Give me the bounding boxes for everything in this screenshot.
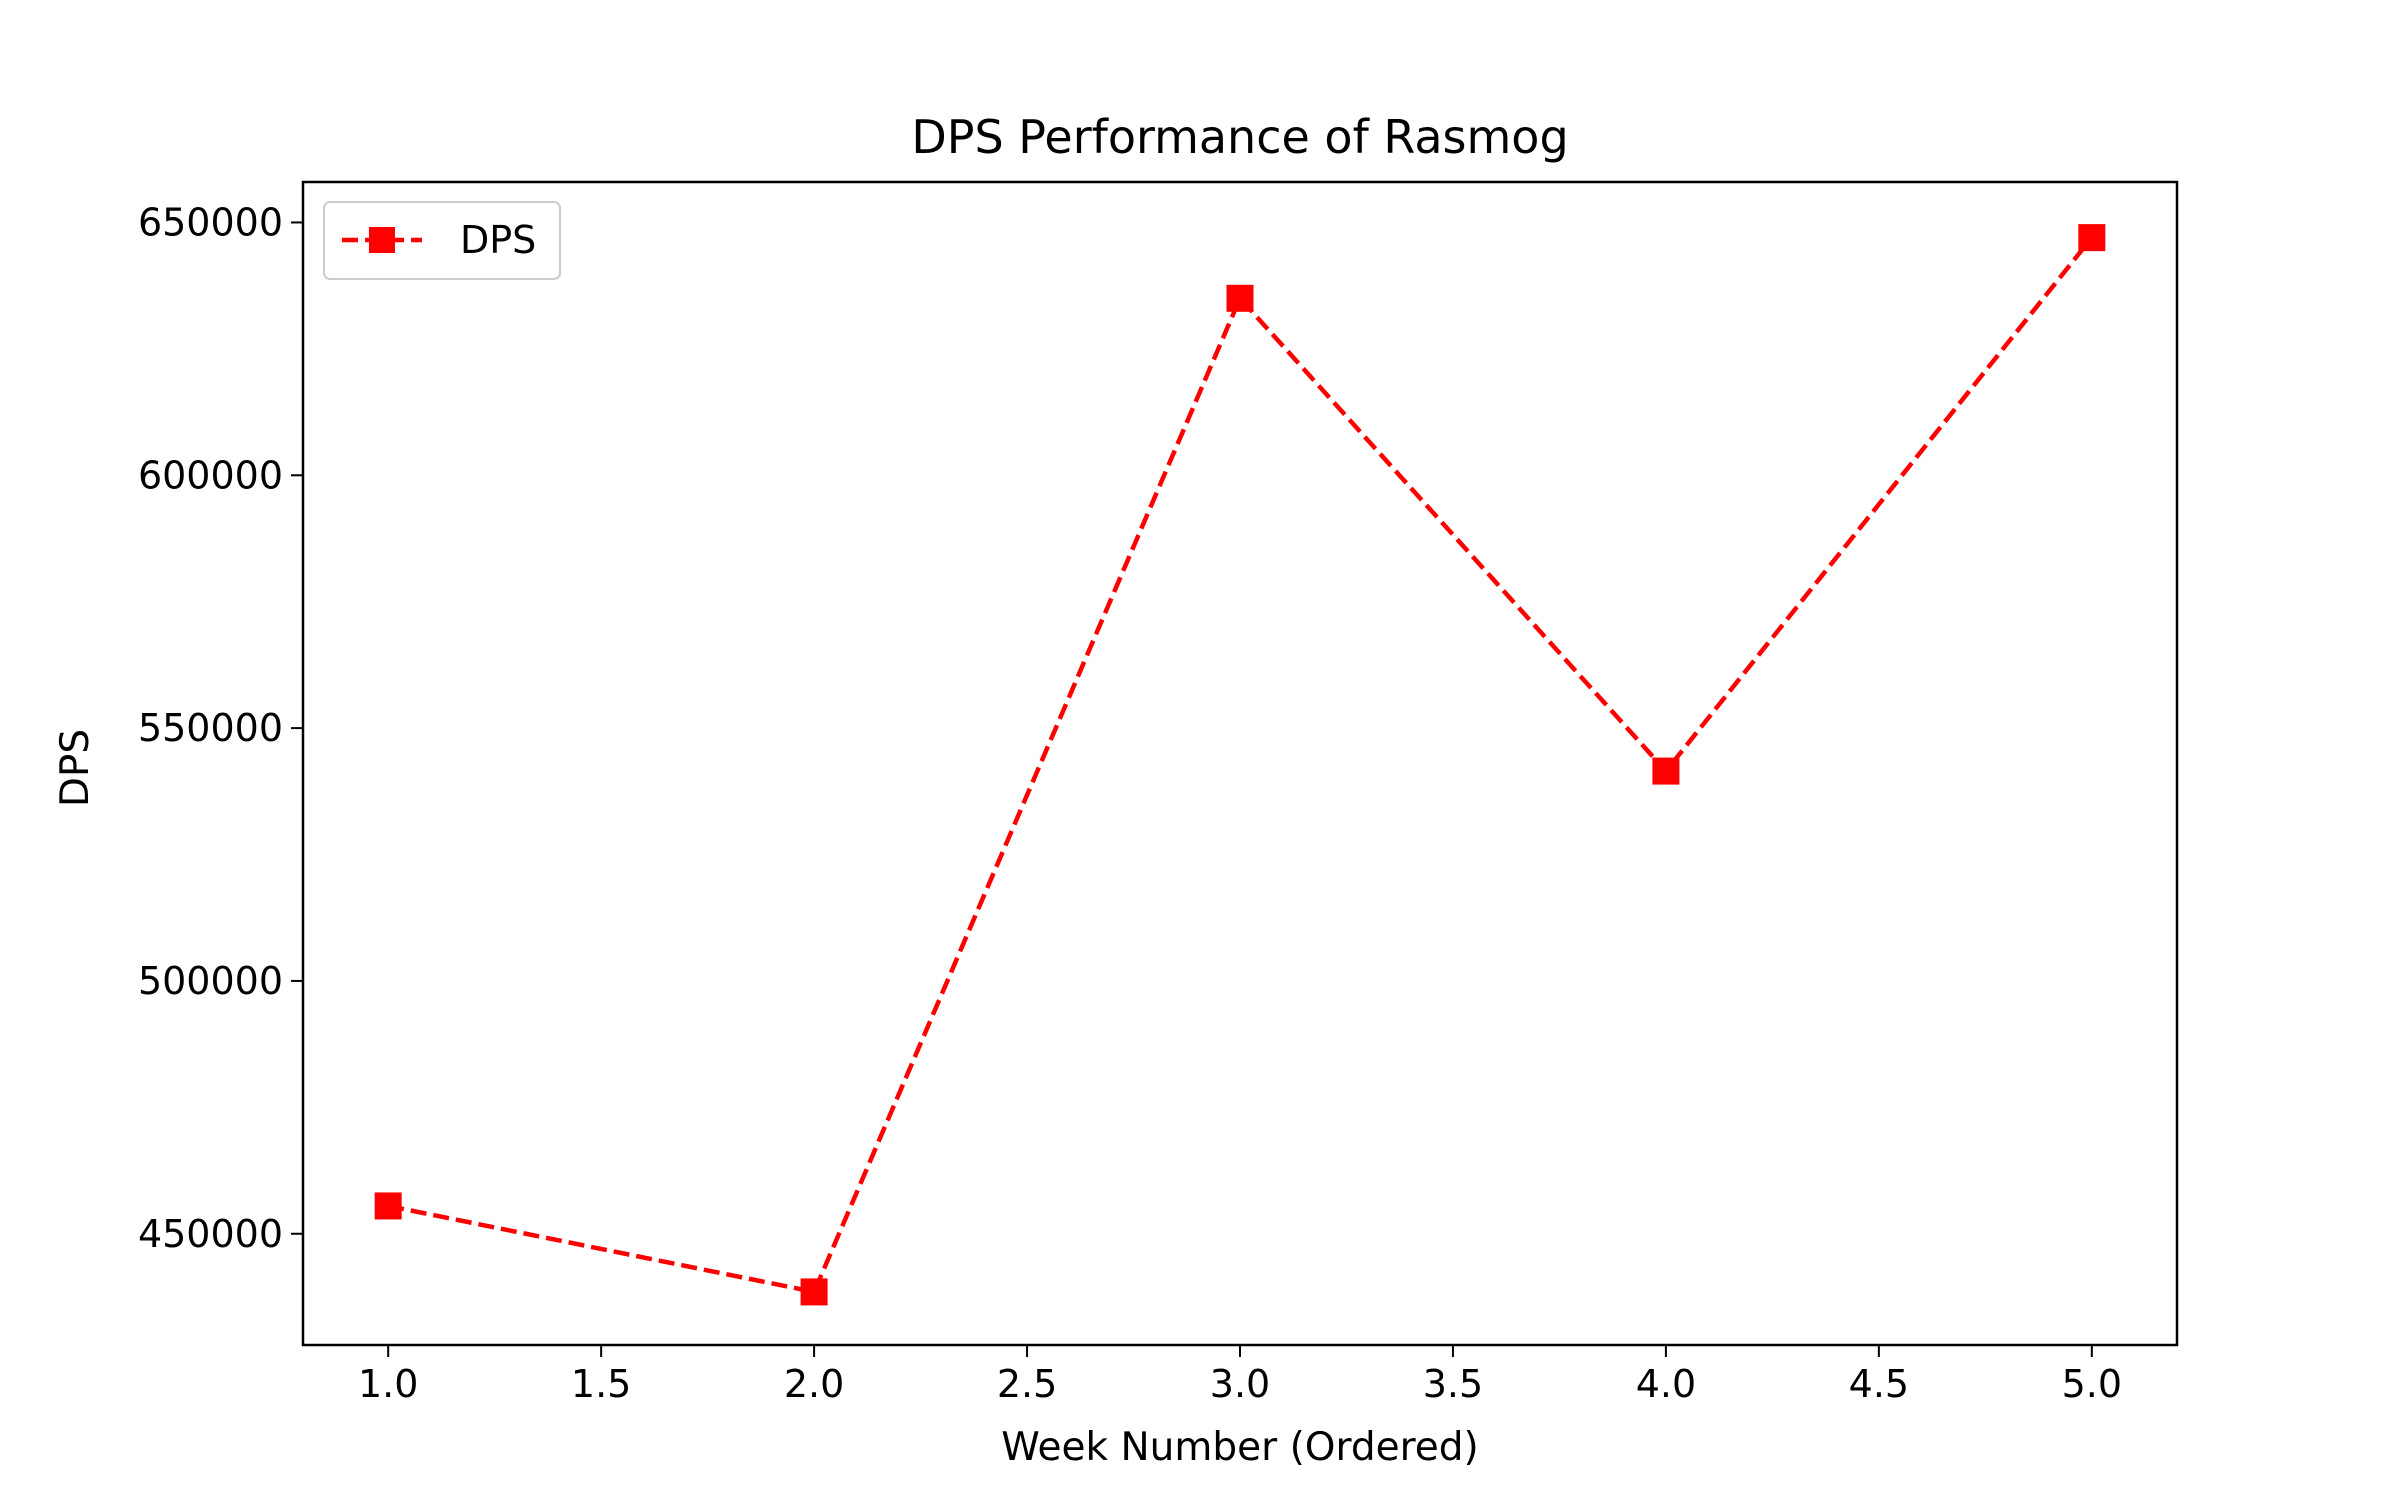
plot-frame xyxy=(301,180,2179,1347)
y-tick-label: 550000 xyxy=(138,706,283,750)
series-line-dps xyxy=(387,236,2094,1295)
legend: DPS xyxy=(323,201,561,280)
x-tick-label: 3.5 xyxy=(1423,1362,1483,1406)
x-tick-label: 5.0 xyxy=(2062,1362,2122,1406)
x-tick-label: 3.0 xyxy=(1210,1362,1270,1406)
plot-area xyxy=(301,180,2179,1347)
y-axis-label: DPS xyxy=(53,729,98,807)
x-tick-label: 1.0 xyxy=(358,1362,418,1406)
data-point xyxy=(1652,757,1680,785)
data-point xyxy=(374,1192,402,1220)
x-axis: 1.0 1.5 2.0 2.5 3.0 3.5 4.0 4.5 5.0 xyxy=(358,1345,2122,1406)
x-tick-label: 1.5 xyxy=(571,1362,631,1406)
x-tick-label: 4.0 xyxy=(1636,1362,1696,1406)
chart-title: DPS Performance of Rasmog xyxy=(911,110,1568,164)
data-point xyxy=(2078,224,2106,252)
y-tick-label: 500000 xyxy=(138,959,283,1003)
legend-label-dps: DPS xyxy=(460,218,536,262)
x-tick-label: 2.0 xyxy=(784,1362,844,1406)
y-axis: 450000 500000 550000 600000 650000 xyxy=(138,200,303,1256)
series-layer xyxy=(374,224,2106,1306)
legend-marker xyxy=(369,227,395,253)
x-axis-label: Week Number (Ordered) xyxy=(1001,1425,1478,1470)
x-tick-label: 2.5 xyxy=(997,1362,1057,1406)
y-tick-label: 600000 xyxy=(138,453,283,497)
legend-frame xyxy=(323,201,561,280)
y-tick-label: 650000 xyxy=(138,200,283,244)
x-tick-label: 4.5 xyxy=(1849,1362,1909,1406)
data-point xyxy=(1226,284,1254,312)
data-point xyxy=(800,1278,828,1306)
y-tick-label: 450000 xyxy=(138,1212,283,1256)
